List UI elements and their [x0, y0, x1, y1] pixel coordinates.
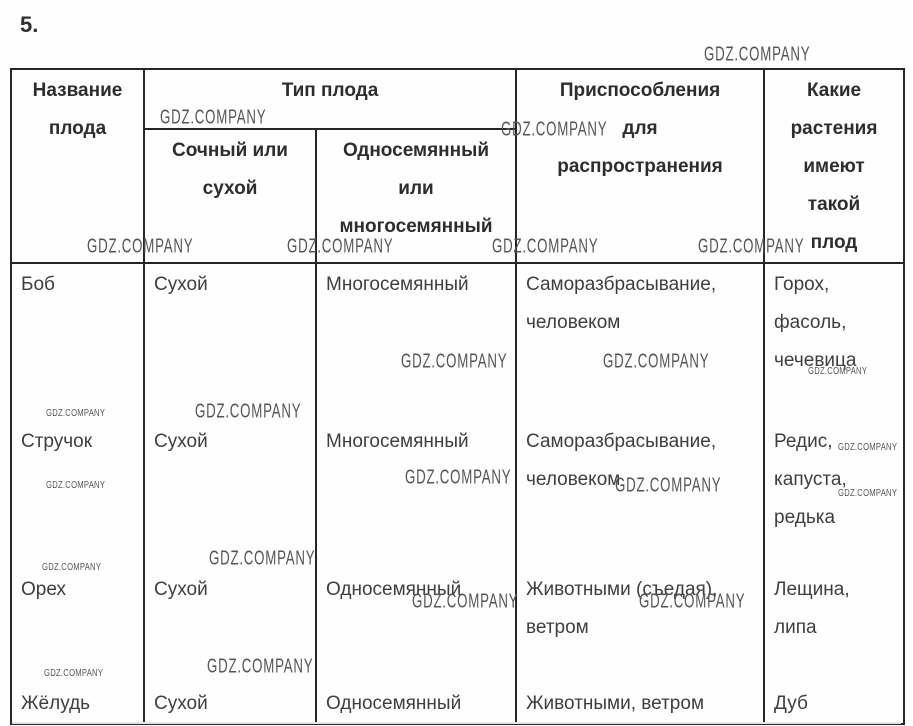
cell-dispersal: Саморазбрасывание, человеком: [515, 421, 765, 569]
watermark: GDZ.COMPANY: [209, 546, 316, 570]
table-row: Стручок Сухой Многосемянный Саморазбрасы…: [11, 421, 905, 569]
header-fruit-type: Тип плода: [142, 69, 517, 130]
table-row: Боб Сухой Многосемянный Саморазбрасывани…: [11, 263, 905, 421]
cell-seed-count: Многосемянный: [314, 263, 517, 421]
cell-fruit-name: Жёлудь: [21, 693, 91, 714]
table-row: Орех Сухой Односемянный Животными (съеда…: [11, 569, 905, 683]
watermark: GDZ.COMPANY: [838, 487, 898, 499]
cell-juicy-dry: Сухой: [143, 263, 316, 421]
cell-seed-count: Односемянный: [314, 569, 517, 683]
watermark: GDZ.COMPANY: [44, 667, 104, 679]
watermark: GDZ.COMPANY: [87, 234, 194, 258]
watermark: GDZ.COMPANY: [401, 349, 508, 373]
header-dispersal: Приспособления для распространения: [515, 69, 765, 264]
cell-juicy-dry: Сухой: [143, 421, 316, 569]
cell-fruit-name: Орех: [21, 579, 66, 600]
watermark: GDZ.COMPANY: [704, 42, 811, 66]
watermark: GDZ.COMPANY: [46, 407, 106, 419]
cell-plants: Дуб: [763, 683, 905, 724]
fruits-table: Название плода Тип плода Приспособления …: [10, 68, 906, 725]
cell-plants: Редис, капуста, редька: [763, 421, 905, 569]
watermark: GDZ.COMPANY: [808, 365, 868, 377]
header-seed-count: Односемянный или многосемянный: [314, 128, 517, 265]
watermark: GDZ.COMPANY: [287, 234, 394, 258]
table-row: Жёлудь Сухой Односемянный Животными, вет…: [11, 683, 905, 724]
header-row-top: Название плода Тип плода Приспособления …: [11, 69, 905, 264]
cell-dispersal: Животными (съедая), ветром: [515, 569, 765, 683]
watermark: GDZ.COMPANY: [412, 589, 519, 613]
cell-juicy-dry: Сухой: [143, 569, 316, 683]
watermark: GDZ.COMPANY: [207, 654, 314, 678]
page-bottom-edge: [12, 722, 901, 724]
watermark: GDZ.COMPANY: [838, 441, 898, 453]
watermark: GDZ.COMPANY: [160, 105, 267, 129]
header-plants: Какие растения имеют такой плод: [763, 69, 905, 264]
watermark: GDZ.COMPANY: [46, 479, 106, 491]
header-juicy-dry: Сочный или сухой: [143, 128, 316, 265]
watermark: GDZ.COMPANY: [603, 349, 710, 373]
watermark: GDZ.COMPANY: [501, 117, 608, 141]
watermark: GDZ.COMPANY: [405, 465, 512, 489]
watermark: GDZ.COMPANY: [698, 234, 805, 258]
watermark: GDZ.COMPANY: [639, 589, 746, 613]
cell-dispersal: Саморазбрасывание, человеком: [515, 263, 765, 421]
cell-fruit-name: Стручок: [21, 431, 93, 452]
cell-seed-count: Односемянный: [314, 683, 517, 724]
cell-dispersal: Животными, ветром: [515, 683, 765, 724]
cell-plants: Лещина, липа: [763, 569, 905, 683]
header-row-sub: Сочный или сухой Односемянный или многос…: [11, 128, 904, 265]
header-fruit-name: Название плода: [11, 69, 144, 264]
watermark: GDZ.COMPANY: [42, 561, 102, 573]
question-number: 5.: [20, 12, 39, 37]
watermark: GDZ.COMPANY: [492, 234, 599, 258]
watermark: GDZ.COMPANY: [615, 473, 722, 497]
cell-plants: Горох, фасоль, чечевица: [763, 263, 905, 421]
cell-seed-count: Многосемянный: [314, 421, 517, 569]
cell-juicy-dry: Сухой: [143, 683, 316, 724]
watermark: GDZ.COMPANY: [195, 399, 302, 423]
cell-fruit-name: Боб: [21, 274, 55, 295]
